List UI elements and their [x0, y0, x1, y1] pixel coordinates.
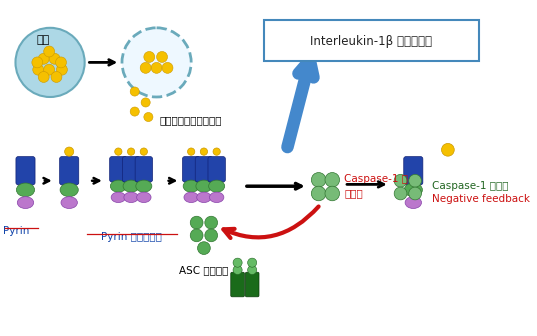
- Circle shape: [38, 72, 49, 82]
- Circle shape: [311, 186, 326, 201]
- Circle shape: [127, 148, 135, 155]
- Circle shape: [43, 64, 55, 75]
- Circle shape: [64, 147, 74, 156]
- Circle shape: [16, 28, 85, 97]
- Text: Negative feedback: Negative feedback: [432, 194, 529, 204]
- FancyBboxPatch shape: [122, 157, 140, 182]
- Text: Pyrin: Pyrin: [3, 226, 30, 236]
- Text: Pyrin の３量体化: Pyrin の３量体化: [100, 232, 162, 242]
- Circle shape: [187, 148, 195, 155]
- Ellipse shape: [136, 180, 152, 192]
- Text: Caspase-1 の: Caspase-1 の: [344, 174, 408, 184]
- Circle shape: [190, 229, 203, 242]
- Ellipse shape: [209, 180, 224, 192]
- Circle shape: [115, 148, 122, 155]
- Circle shape: [157, 51, 168, 62]
- Ellipse shape: [209, 192, 224, 203]
- Text: 顆粒内タンパクの流出: 顆粒内タンパクの流出: [159, 115, 222, 125]
- Circle shape: [248, 258, 257, 267]
- Ellipse shape: [61, 197, 77, 209]
- Circle shape: [213, 148, 220, 155]
- Circle shape: [51, 72, 62, 82]
- Ellipse shape: [124, 192, 139, 203]
- FancyBboxPatch shape: [208, 157, 226, 182]
- Circle shape: [140, 62, 151, 73]
- FancyBboxPatch shape: [135, 157, 153, 182]
- Circle shape: [55, 57, 67, 68]
- FancyBboxPatch shape: [16, 157, 35, 185]
- Circle shape: [38, 53, 49, 64]
- Circle shape: [311, 173, 326, 187]
- Circle shape: [200, 148, 208, 155]
- Ellipse shape: [60, 183, 78, 197]
- Circle shape: [141, 98, 150, 107]
- Circle shape: [130, 87, 139, 96]
- Circle shape: [409, 174, 422, 187]
- FancyBboxPatch shape: [183, 157, 200, 182]
- Circle shape: [144, 51, 155, 62]
- FancyBboxPatch shape: [245, 272, 259, 297]
- Circle shape: [151, 62, 162, 73]
- Ellipse shape: [110, 180, 126, 192]
- Circle shape: [130, 107, 139, 116]
- FancyBboxPatch shape: [264, 19, 479, 61]
- FancyBboxPatch shape: [195, 157, 213, 182]
- Ellipse shape: [123, 180, 139, 192]
- Ellipse shape: [196, 180, 212, 192]
- Circle shape: [56, 64, 67, 75]
- Circle shape: [43, 46, 55, 57]
- Circle shape: [144, 113, 153, 122]
- FancyBboxPatch shape: [60, 157, 79, 185]
- Circle shape: [205, 229, 217, 242]
- FancyBboxPatch shape: [110, 157, 127, 182]
- Circle shape: [394, 174, 407, 187]
- Ellipse shape: [17, 183, 34, 197]
- Text: Caspase-1 による: Caspase-1 による: [432, 181, 508, 191]
- Ellipse shape: [184, 192, 198, 203]
- Circle shape: [49, 53, 60, 64]
- Circle shape: [233, 258, 242, 267]
- FancyBboxPatch shape: [231, 272, 244, 297]
- Circle shape: [162, 62, 173, 73]
- Ellipse shape: [183, 180, 199, 192]
- Ellipse shape: [111, 192, 126, 203]
- Circle shape: [205, 216, 217, 229]
- Circle shape: [233, 265, 242, 275]
- Ellipse shape: [404, 183, 423, 197]
- Circle shape: [441, 143, 454, 156]
- Circle shape: [248, 265, 257, 275]
- Text: Interleukin-1β による炎症: Interleukin-1β による炎症: [310, 35, 432, 48]
- Circle shape: [325, 186, 339, 201]
- Circle shape: [190, 216, 203, 229]
- Text: 顆粒: 顆粒: [36, 35, 49, 45]
- Text: ASC の活性化: ASC の活性化: [179, 265, 229, 276]
- Ellipse shape: [405, 197, 422, 209]
- Circle shape: [140, 148, 148, 155]
- Text: 活性化: 活性化: [344, 188, 363, 198]
- Ellipse shape: [136, 192, 151, 203]
- Circle shape: [409, 187, 422, 200]
- Circle shape: [32, 57, 43, 68]
- FancyBboxPatch shape: [404, 157, 423, 185]
- Circle shape: [198, 242, 211, 254]
- Ellipse shape: [17, 197, 34, 209]
- Circle shape: [122, 28, 191, 97]
- Circle shape: [394, 187, 407, 200]
- Circle shape: [33, 64, 43, 75]
- Ellipse shape: [197, 192, 211, 203]
- Circle shape: [325, 173, 339, 187]
